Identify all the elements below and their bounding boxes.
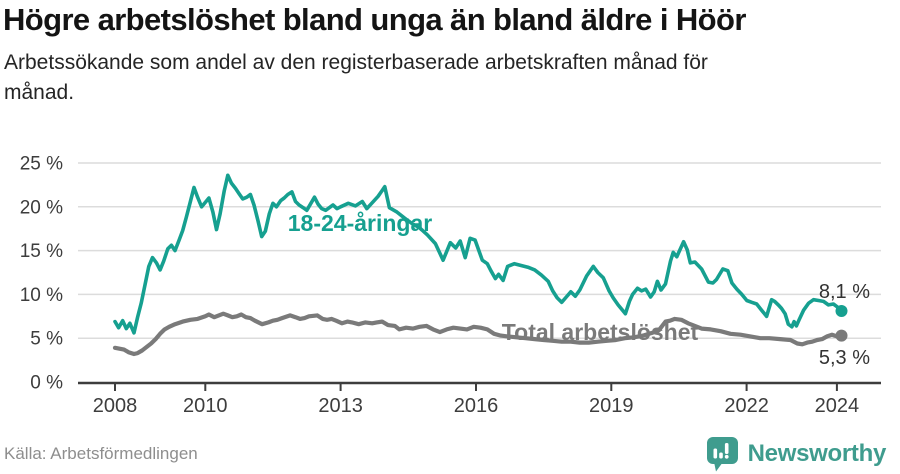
newsworthy-logo-text: Newsworthy (747, 440, 887, 467)
series-line-18-24-åringar (113, 173, 844, 335)
chart-subtitle: Arbetssökande som andel av den registerb… (4, 51, 708, 104)
x-axis (78, 381, 881, 391)
source-note: Källa: Arbetsförmedlingen (4, 444, 198, 463)
series-label-total: Total arbetslöshet (502, 319, 699, 345)
y-tick-label: 20 % (20, 197, 63, 218)
y-tick-label: 25 % (20, 154, 63, 175)
series-line-Total arbetslöshet (112, 311, 844, 357)
series-label-youth: 18-24-åringar (288, 210, 433, 236)
x-tick-label: 2019 (589, 395, 634, 417)
y-tick-label: 0 % (30, 373, 63, 394)
y-tick-label: 10 % (20, 285, 63, 306)
page-title: Högre arbetslöshet bland unga än bland ä… (3, 2, 746, 37)
y-tick-label: 15 % (20, 241, 63, 262)
x-tick-label: 2008 (93, 395, 138, 417)
x-tick-label: 2016 (454, 395, 499, 417)
x-tick-label: 2022 (724, 395, 769, 417)
newsworthy-logo-icon (706, 437, 738, 472)
newsworthy-logo: Newsworthy (706, 436, 886, 472)
series-end-dot (835, 305, 848, 317)
x-axis-labels: 2008 2010 2013 2016 2019 2022 2024 (93, 395, 859, 417)
series-lines (112, 173, 848, 357)
x-tick-label: 2024 (815, 395, 860, 417)
end-value-label-youth: 8,1 % (819, 281, 870, 303)
y-axis-labels: 25 % 20 % 15 % 10 % 5 % 0 % (20, 154, 63, 394)
series-end-dot (835, 329, 848, 342)
end-value-label-total: 5,3 % (819, 347, 870, 369)
y-tick-label: 5 % (30, 329, 63, 350)
x-tick-label: 2010 (183, 395, 228, 417)
x-tick-label: 2013 (318, 395, 363, 417)
